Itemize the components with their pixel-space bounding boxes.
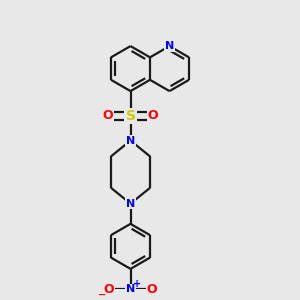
Text: N: N [126,284,135,294]
Text: N: N [126,136,135,146]
Text: O: O [103,109,113,122]
Text: S: S [125,109,136,123]
Text: N: N [126,199,135,208]
Text: +: + [133,278,141,289]
Text: O: O [147,283,157,296]
Text: N: N [165,41,174,51]
Text: O: O [148,109,158,122]
Text: O: O [104,283,114,296]
Text: −: − [98,290,106,300]
